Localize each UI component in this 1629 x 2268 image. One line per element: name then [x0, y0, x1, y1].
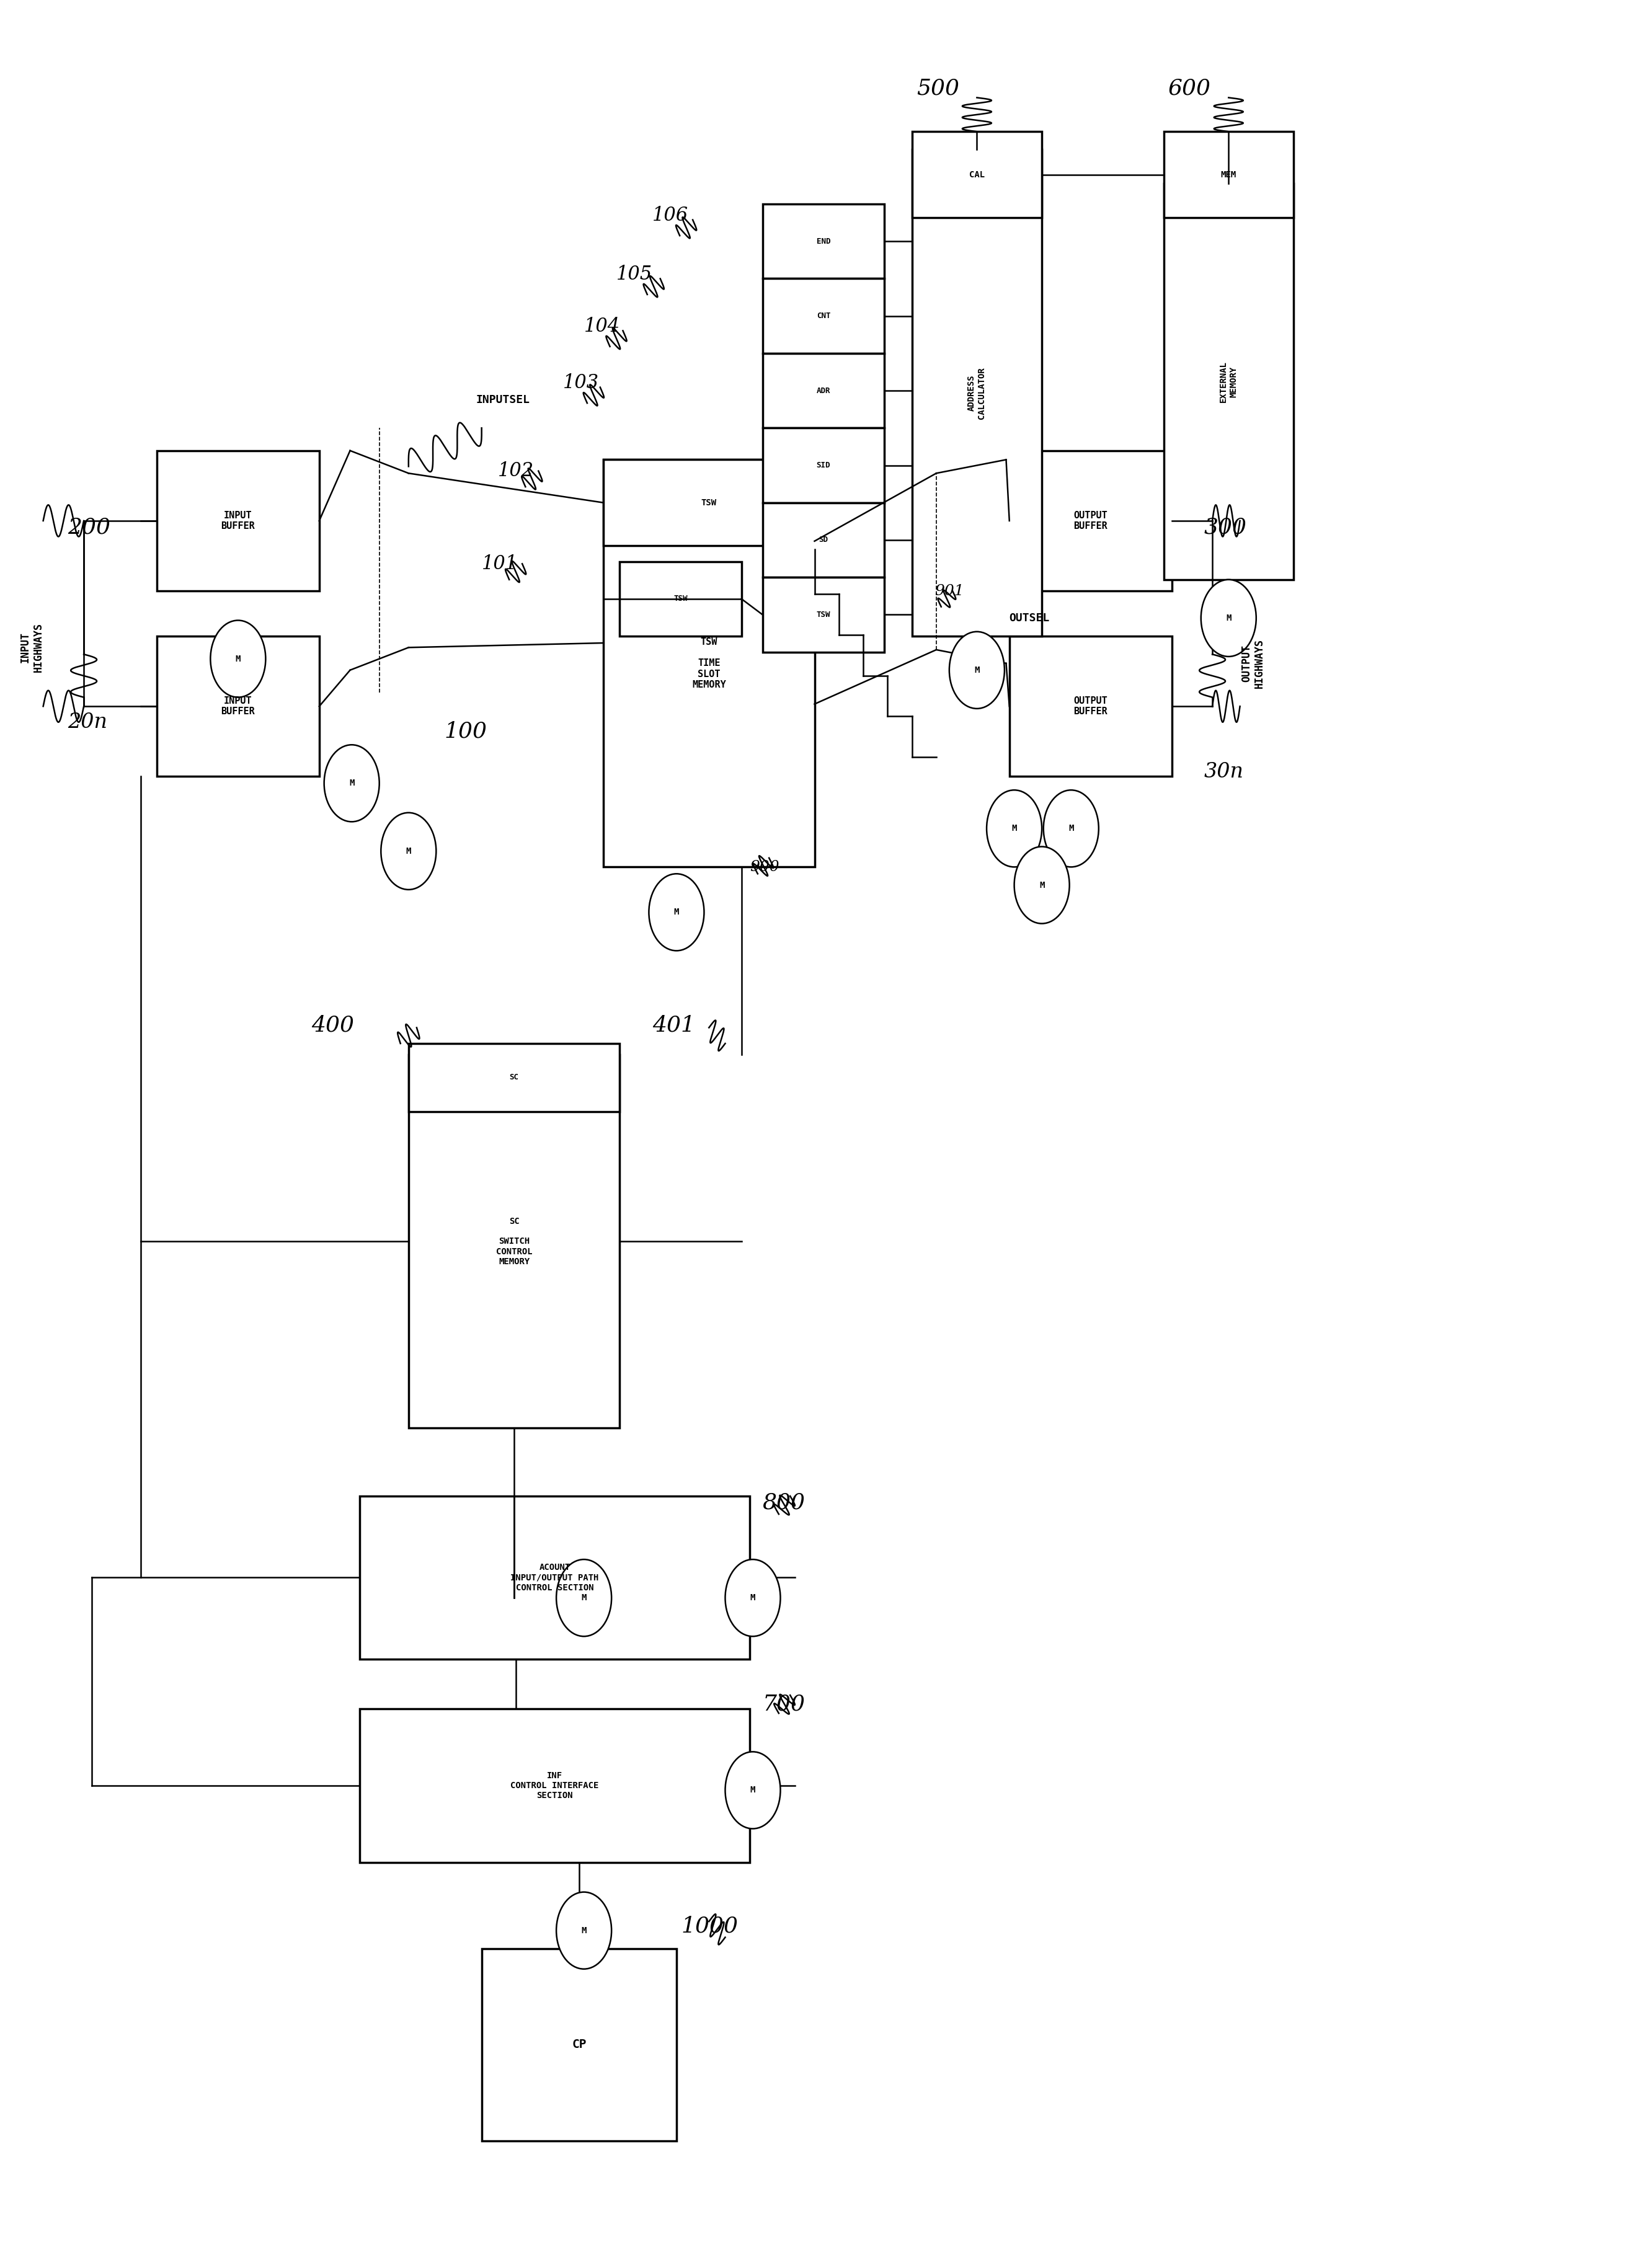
Bar [1163, 184, 1293, 581]
Bar [762, 354, 885, 429]
Circle shape [1201, 581, 1256, 655]
Text: 30n: 30n [1204, 762, 1245, 782]
Text: CNT: CNT [816, 313, 831, 320]
Text: CP: CP [572, 2039, 586, 2050]
Text: 600: 600 [1168, 77, 1212, 100]
Text: 1000: 1000 [681, 1916, 738, 1937]
Circle shape [648, 873, 704, 950]
Text: 900: 900 [749, 860, 779, 873]
Bar [912, 132, 1043, 218]
Circle shape [987, 789, 1043, 866]
Bar [762, 578, 885, 651]
Text: M: M [349, 778, 353, 787]
Text: CAL: CAL [969, 170, 984, 179]
Bar [1010, 637, 1171, 776]
Text: 104: 104 [583, 318, 621, 336]
Text: SD: SD [819, 535, 828, 544]
Bar [762, 204, 885, 279]
Text: M: M [974, 667, 979, 674]
Text: M: M [236, 655, 241, 662]
Text: M: M [1039, 880, 1044, 889]
Text: 901: 901 [935, 583, 964, 599]
Text: 200: 200 [67, 517, 111, 538]
Circle shape [381, 812, 437, 889]
Text: 800: 800 [762, 1492, 805, 1513]
Bar [360, 1708, 749, 1862]
Bar [409, 1043, 619, 1111]
Bar [1163, 132, 1293, 218]
Text: ADDRESS
CALCULATOR: ADDRESS CALCULATOR [968, 367, 986, 420]
Bar [603, 460, 814, 866]
Text: 106: 106 [652, 206, 687, 225]
Bar [409, 1055, 619, 1429]
Text: 105: 105 [616, 265, 653, 284]
Text: TSW: TSW [816, 610, 831, 619]
Circle shape [324, 744, 380, 821]
Circle shape [557, 1560, 611, 1635]
Text: SID: SID [816, 460, 831, 469]
Text: OUTPUT
HIGHWAYS: OUTPUT HIGHWAYS [1241, 640, 1266, 687]
Text: 700: 700 [762, 1694, 805, 1715]
Text: INPUTSEL: INPUTSEL [476, 395, 529, 406]
Bar [1010, 451, 1171, 592]
Text: 500: 500 [917, 77, 959, 100]
Circle shape [557, 1892, 611, 1969]
Circle shape [210, 621, 266, 696]
Text: M: M [751, 1785, 756, 1794]
Text: M: M [1012, 823, 1016, 832]
Text: OUTPUT
BUFFER: OUTPUT BUFFER [1074, 696, 1108, 717]
Text: INPUT
BUFFER: INPUT BUFFER [222, 696, 256, 717]
Text: M: M [751, 1594, 756, 1601]
Bar [762, 503, 885, 578]
Text: INF
CONTROL INTERFACE
SECTION: INF CONTROL INTERFACE SECTION [510, 1771, 599, 1801]
Text: M: M [1227, 615, 1232, 621]
Text: 102: 102 [498, 460, 534, 481]
Text: M: M [582, 1926, 586, 1935]
Bar [619, 562, 741, 637]
Text: EXTERNAL
MEMORY: EXTERNAL MEMORY [1218, 361, 1238, 401]
Circle shape [1044, 789, 1098, 866]
Text: MEM: MEM [1220, 170, 1236, 179]
Text: ADR: ADR [816, 386, 831, 395]
Bar [603, 460, 814, 547]
Bar [156, 637, 319, 776]
Text: 103: 103 [562, 374, 599, 392]
Text: M: M [582, 1594, 586, 1601]
Bar [912, 150, 1043, 637]
Text: SC: SC [510, 1073, 518, 1082]
Bar [360, 1497, 749, 1658]
Text: END: END [816, 238, 831, 245]
Text: 401: 401 [652, 1014, 696, 1036]
Bar [762, 279, 885, 354]
Text: M: M [1069, 823, 1074, 832]
Circle shape [725, 1751, 780, 1828]
Bar [156, 451, 319, 592]
Text: OUTSEL: OUTSEL [1010, 612, 1049, 624]
Text: SC

SWITCH
CONTROL
MEMORY: SC SWITCH CONTROL MEMORY [495, 1218, 533, 1266]
Text: 400: 400 [311, 1014, 353, 1036]
Text: INPUT
HIGHWAYS: INPUT HIGHWAYS [20, 624, 44, 671]
Circle shape [725, 1560, 780, 1635]
Text: 20n: 20n [67, 712, 108, 733]
Text: M: M [406, 846, 411, 855]
Text: INPUT
BUFFER: INPUT BUFFER [222, 510, 256, 531]
Circle shape [1015, 846, 1070, 923]
Text: 101: 101 [482, 553, 518, 574]
Text: TSW

TIME
SLOT
MEMORY: TSW TIME SLOT MEMORY [692, 637, 727, 689]
Text: 100: 100 [445, 721, 487, 742]
Text: TSW: TSW [700, 499, 717, 508]
Text: 300: 300 [1204, 517, 1248, 538]
Text: ACOUNT
INPUT/OUTPUT PATH
CONTROL SECTION: ACOUNT INPUT/OUTPUT PATH CONTROL SECTION [510, 1563, 599, 1592]
Text: OUTPUT
BUFFER: OUTPUT BUFFER [1074, 510, 1108, 531]
Circle shape [950, 633, 1005, 708]
Text: M: M [674, 907, 679, 916]
Bar [482, 1948, 676, 2141]
Text: TSW: TSW [673, 594, 687, 603]
Bar [762, 429, 885, 503]
